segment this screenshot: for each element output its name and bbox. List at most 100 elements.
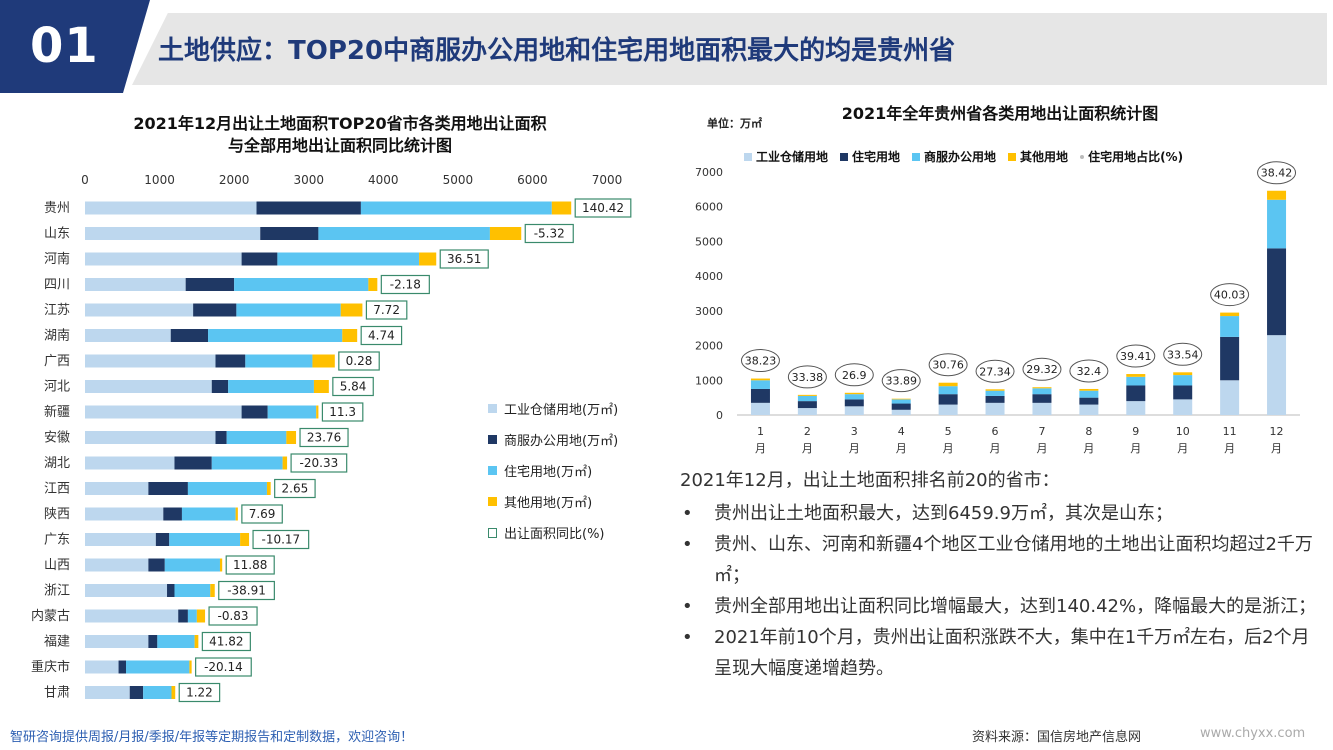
yoy-label-box bbox=[241, 504, 283, 524]
yoy-label: -20.14 bbox=[204, 660, 243, 674]
column-segment-commercial bbox=[750, 388, 770, 403]
bar-segment-commercial bbox=[170, 329, 209, 342]
y-tick-label: 6000 bbox=[695, 201, 723, 214]
yoy-label: 11.88 bbox=[233, 558, 267, 572]
y-category-label: 新疆 bbox=[44, 404, 70, 420]
y-category-label: 甘肃 bbox=[44, 686, 70, 701]
share-label: 40.03 bbox=[1214, 289, 1246, 302]
column-segment-residential bbox=[1032, 388, 1052, 395]
yoy-label: 5.84 bbox=[340, 380, 367, 394]
x-category-label: 7 bbox=[1038, 425, 1045, 438]
legend-swatch bbox=[1080, 154, 1085, 159]
column-segment-commercial bbox=[891, 403, 911, 410]
legend-label: 商服办公用地 bbox=[924, 150, 997, 164]
share-label-bubble bbox=[834, 363, 874, 387]
bar-segment-residential bbox=[208, 329, 343, 342]
yoy-label: 140.42 bbox=[582, 201, 624, 215]
share-label: 39.41 bbox=[1120, 350, 1152, 363]
x-category-label: 3 bbox=[851, 425, 858, 438]
legend-item-yoy: 出让面积同比(%) bbox=[488, 517, 618, 548]
legend-item-commercial: 商服办公用地 bbox=[912, 148, 996, 165]
column-segment-industrial bbox=[1173, 399, 1193, 415]
legend-swatch bbox=[912, 152, 921, 161]
yoy-label-box bbox=[439, 249, 489, 269]
column-segment-commercial bbox=[1267, 248, 1287, 336]
bar-segment-commercial bbox=[148, 482, 188, 495]
slide-header: 01 土地供应：TOP20中商服办公用地和住宅用地面积最大的均是贵州省 bbox=[0, 0, 1333, 93]
share-label-bubble bbox=[1022, 357, 1062, 381]
y-category-label: 山西 bbox=[44, 558, 70, 573]
x-category-suffix: 月 bbox=[755, 442, 766, 455]
yoy-label-box bbox=[218, 580, 275, 601]
left-stacked-bar-chart: 0 1000 2000 3000 4000 5000 6000 7000 贵州 140.42 山东 -… bbox=[31, 173, 632, 703]
yoy-label-box bbox=[178, 682, 221, 703]
bar-segment-commercial bbox=[260, 227, 319, 240]
bar-segment-residential bbox=[318, 227, 490, 240]
summary-bullet: 贵州、山东、河南和新疆4个地区工业仓储用地的土地出让面积均超过2千万㎡； bbox=[680, 529, 1320, 591]
bar-segment-other bbox=[240, 533, 250, 546]
share-label: 30.76 bbox=[932, 359, 964, 372]
bar-segment-other bbox=[286, 431, 297, 444]
yoy-label-box bbox=[365, 300, 408, 320]
legend-item-other: 其他用地 bbox=[1008, 148, 1068, 165]
footer-url[interactable]: www.chyxx.com bbox=[1200, 726, 1306, 741]
column-segment-residential bbox=[797, 395, 817, 402]
y-tick-label: 2000 bbox=[695, 340, 723, 353]
bar-segment-residential bbox=[277, 252, 420, 266]
column-segment-other bbox=[797, 394, 817, 396]
bar-segment-industrial bbox=[85, 303, 194, 317]
share-label: 38.23 bbox=[745, 355, 777, 368]
bar-segment-residential bbox=[126, 660, 190, 674]
yoy-label: 1.22 bbox=[186, 686, 213, 700]
bar-segment-commercial bbox=[215, 431, 227, 444]
bar-segment-industrial bbox=[85, 252, 242, 266]
share-label-bubble bbox=[1069, 359, 1109, 383]
bar-segment-other bbox=[194, 635, 199, 648]
yoy-label: -5.32 bbox=[534, 227, 565, 241]
x-category-suffix: 月 bbox=[896, 442, 907, 455]
bar-segment-industrial bbox=[85, 227, 261, 240]
column-segment-other bbox=[1267, 190, 1287, 200]
bar-segment-residential bbox=[226, 431, 287, 444]
legend-swatch bbox=[488, 466, 497, 475]
bar-segment-industrial bbox=[85, 635, 149, 648]
x-category-label: 2 bbox=[804, 425, 811, 438]
y-category-label: 安徽 bbox=[44, 431, 70, 446]
column-segment-industrial bbox=[797, 408, 817, 415]
y-category-label: 四川 bbox=[44, 278, 70, 293]
legend-label: 工业仓储用地 bbox=[756, 150, 829, 164]
bar-segment-industrial bbox=[85, 405, 242, 419]
y-tick-label: 4000 bbox=[695, 270, 723, 283]
summary-bullet: 贵州出让土地面积最大，达到6459.9万㎡，其次是山东； bbox=[680, 498, 1320, 529]
summary-bullet: 贵州全部用地出让面积同比增幅最大，达到140.42%，降幅最大的是浙江； bbox=[680, 591, 1320, 622]
bar-segment-residential bbox=[174, 584, 211, 597]
header-number-block bbox=[0, 0, 150, 93]
bar-segment-commercial bbox=[167, 584, 175, 597]
yoy-label: 23.76 bbox=[307, 431, 341, 445]
bar-segment-residential bbox=[164, 558, 220, 572]
right-chart-title: 2021年全年贵州省各类用地出让面积统计图 bbox=[841, 104, 1159, 123]
summary-bullet: 2021年前10个月，贵州出让面积涨跌不大，集中在1千万㎡左右，后2个月呈现大幅… bbox=[680, 622, 1320, 684]
legend-swatch bbox=[1008, 152, 1017, 161]
column-segment-other bbox=[985, 389, 1005, 391]
share-label-bubble bbox=[1257, 161, 1297, 185]
x-category-suffix: 月 bbox=[1130, 442, 1141, 455]
column-segment-industrial bbox=[938, 404, 958, 415]
column-segment-residential bbox=[1267, 199, 1287, 249]
yoy-label: -20.33 bbox=[300, 456, 339, 470]
x-tick-label: 0 bbox=[81, 173, 89, 187]
bar-segment-other bbox=[419, 252, 437, 266]
yoy-label-box bbox=[252, 529, 310, 550]
yoy-label-box bbox=[524, 223, 574, 244]
column-segment-commercial bbox=[938, 394, 958, 405]
column-segment-industrial bbox=[750, 402, 770, 415]
bar-segment-residential bbox=[228, 380, 314, 393]
bar-segment-commercial bbox=[241, 252, 278, 266]
column-segment-other bbox=[938, 382, 958, 387]
x-category-label: 12 bbox=[1270, 425, 1284, 438]
yoy-label-box bbox=[274, 478, 316, 499]
legend-swatch bbox=[488, 497, 497, 506]
y-tick-label: 3000 bbox=[695, 305, 723, 318]
column-segment-commercial bbox=[1173, 385, 1193, 400]
bar-segment-residential bbox=[267, 405, 317, 419]
